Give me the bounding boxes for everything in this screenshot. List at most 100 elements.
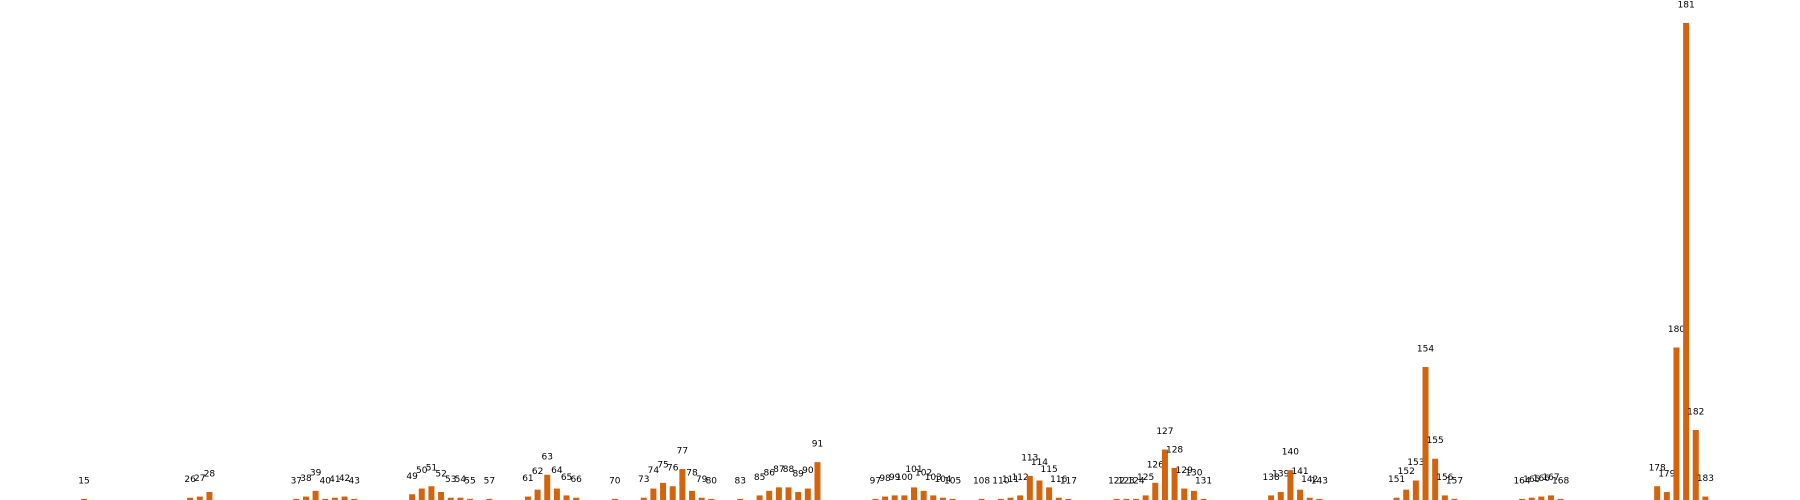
bar: [1200, 498, 1207, 500]
bar: [804, 488, 811, 500]
bar-label: 76: [667, 464, 679, 474]
bar-label: 50: [416, 466, 428, 476]
bar: [534, 489, 541, 500]
bar-label: 42: [339, 474, 350, 484]
bar-label: 38: [300, 474, 312, 484]
bar: [1007, 497, 1014, 500]
bar: [708, 498, 715, 500]
bar: [1316, 498, 1323, 500]
bar: [1451, 498, 1458, 500]
bar-label: 37: [291, 476, 302, 486]
bar-label: 142: [1301, 475, 1318, 485]
bar-label: 131: [1195, 476, 1212, 486]
bar: [698, 497, 705, 500]
bar: [553, 488, 560, 500]
bar-label: 122: [1108, 476, 1125, 486]
bar-label: 91: [812, 440, 823, 450]
bar: [766, 490, 773, 500]
bar-label: 140: [1282, 448, 1299, 458]
bar: [1132, 498, 1139, 500]
bar-label: 124: [1127, 476, 1144, 486]
bar-label: 99: [889, 473, 901, 483]
bar-label: 114: [1031, 458, 1048, 468]
bar-label: 126: [1147, 460, 1164, 470]
bar: [814, 462, 821, 500]
bar-label: 78: [686, 468, 698, 478]
bar: [1152, 482, 1159, 500]
bar: [1065, 498, 1072, 500]
bar: [901, 495, 908, 500]
bar: [312, 490, 319, 500]
bar-label: 83: [735, 476, 746, 486]
bar-label: 129: [1176, 466, 1193, 476]
bar: [302, 496, 309, 500]
bar-label: 55: [464, 476, 475, 486]
bar: [1557, 498, 1564, 500]
bar: [891, 495, 898, 500]
bar-label: 166: [1533, 474, 1550, 484]
bar-label: 117: [1060, 476, 1077, 486]
bar: [1297, 489, 1304, 500]
bar: [1036, 480, 1043, 500]
bar-label: 112: [1012, 473, 1029, 483]
bar: [1692, 430, 1699, 500]
bar: [910, 487, 917, 500]
bar-label: 154: [1417, 344, 1434, 354]
bar: [660, 482, 667, 500]
bar: [486, 498, 493, 500]
bar-label: 90: [802, 466, 814, 476]
bar-label: 49: [406, 472, 418, 482]
bar: [1547, 495, 1554, 500]
bar: [1519, 498, 1526, 500]
bar-label: 73: [638, 475, 649, 485]
bar-label: 151: [1388, 475, 1405, 485]
bar-label: 153: [1407, 458, 1424, 468]
bar: [978, 498, 985, 500]
bar: [1441, 495, 1448, 500]
bar: [1046, 487, 1053, 500]
bar-label: 183: [1697, 474, 1714, 484]
bar-label: 101: [905, 465, 922, 475]
bar-label: 105: [944, 476, 961, 486]
bar: [1432, 458, 1439, 500]
bar: [882, 496, 889, 500]
bar-label: 181: [1678, 0, 1695, 10]
bar-label: 182: [1687, 408, 1704, 418]
bar: [920, 490, 927, 500]
bar-label: 98: [879, 474, 891, 484]
bar-label: 63: [542, 452, 553, 462]
bar-label: 53: [445, 475, 456, 485]
bar-label: 54: [455, 475, 467, 485]
bar: [1142, 495, 1149, 500]
bar: [1161, 449, 1168, 500]
bar: [293, 498, 300, 500]
bar: [196, 496, 203, 500]
bar-label: 128: [1166, 445, 1183, 455]
bar-label: 89: [792, 469, 804, 479]
bar: [467, 498, 474, 500]
bar: [669, 486, 676, 500]
bar-label: 74: [648, 466, 660, 476]
bar-label: 179: [1658, 469, 1675, 479]
bar-label: 61: [522, 474, 533, 484]
bar: [775, 487, 782, 500]
bar: [1683, 22, 1690, 500]
bar-label: 86: [763, 468, 775, 478]
bar: [457, 497, 464, 500]
bar-label: 113: [1021, 453, 1038, 463]
bar: [1528, 497, 1535, 500]
bar: [438, 491, 445, 500]
bar: [1422, 366, 1429, 500]
bar: [1055, 497, 1062, 500]
bar-label: 87: [773, 465, 784, 475]
bar-label: 167: [1542, 473, 1559, 483]
bar: [1403, 489, 1410, 500]
bar: [1306, 497, 1313, 500]
bar-label: 130: [1185, 468, 1202, 478]
bar-label: 100: [896, 473, 913, 483]
bar: [1181, 488, 1188, 500]
bar: [524, 496, 531, 500]
bar-label: 104: [934, 475, 951, 485]
bar-label: 64: [551, 466, 563, 476]
bar: [1673, 347, 1680, 500]
